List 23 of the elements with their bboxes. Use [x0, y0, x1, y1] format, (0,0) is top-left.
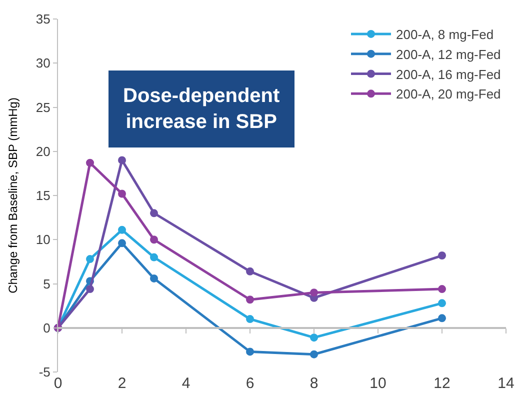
x-tick-label: 14 — [498, 375, 514, 392]
y-tick-label: 35 — [36, 12, 50, 27]
y-axis-title: Change from Baseline, SBP (mmHg) — [6, 98, 20, 294]
y-tick-label: 20 — [36, 144, 50, 159]
x-tick-label: 8 — [310, 375, 318, 392]
x-tick-label: 2 — [118, 375, 126, 392]
x-tick-label: 12 — [434, 375, 450, 392]
y-tick-label: 0 — [43, 320, 50, 336]
legend-label: 200-A, 16 mg-Fed — [396, 66, 501, 82]
x-tick-label: 10 — [370, 375, 386, 392]
y-tick-label: 5 — [43, 276, 50, 292]
y-tick-label: -5 — [38, 364, 50, 380]
legend-label: 200-A, 20 mg-Fed — [396, 86, 501, 102]
legend-label: 200-A, 12 mg-Fed — [396, 46, 501, 62]
x-tick-label: 4 — [182, 375, 190, 392]
legend-label: 200-A, 8 mg-Fed — [396, 27, 494, 42]
y-tick-label: 10 — [36, 232, 50, 248]
y-tick-label: 15 — [36, 188, 50, 204]
x-tick-label: 0 — [54, 375, 62, 392]
x-tick-label: 6 — [246, 375, 254, 392]
y-tick-label: 25 — [36, 100, 50, 115]
annotation: Dose-dependent increase in SBP — [123, 85, 280, 133]
y-tick-label: 30 — [36, 56, 50, 71]
